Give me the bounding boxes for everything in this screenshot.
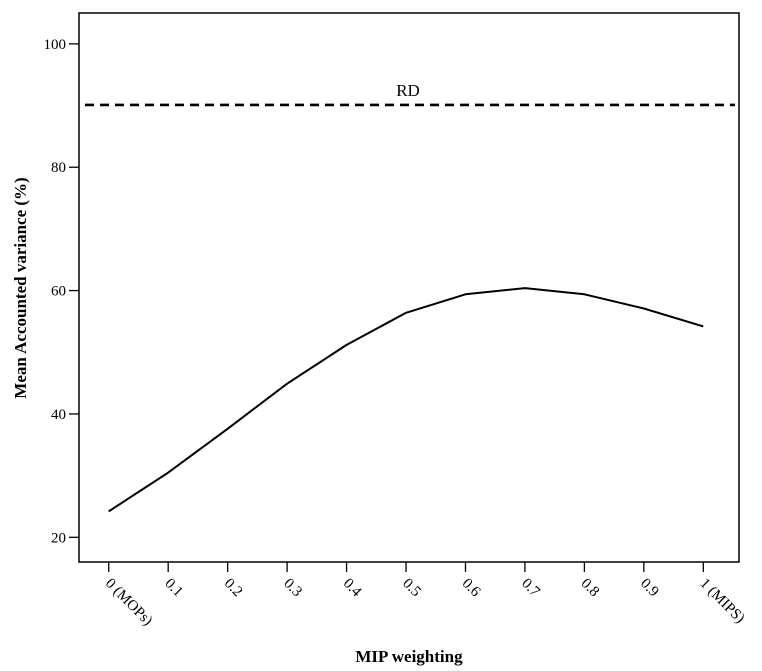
x-tick-label: 0.1 <box>161 576 186 601</box>
y-tick-label: 20 <box>51 530 66 546</box>
x-tick-label: 0.6 <box>459 576 484 601</box>
reference-lines: RD <box>85 81 735 107</box>
y-tick-label: 60 <box>51 284 66 300</box>
plot-area-frame <box>78 12 740 563</box>
y-axis-ticks: 20 40 60 80 100 <box>44 37 79 546</box>
y-tick-label: 100 <box>44 37 67 53</box>
x-tick-label: 0.9 <box>637 576 662 601</box>
y-axis-title: Mean Accounted variance (%) <box>11 177 30 398</box>
y-tick-label: 40 <box>51 407 66 423</box>
series-line <box>108 287 704 513</box>
x-tick-label: 0.3 <box>280 576 305 601</box>
reference-line-label: RD <box>396 81 420 100</box>
x-tick-label: 0 (MOPs) <box>102 576 155 629</box>
x-tick-label: 0.8 <box>578 576 603 601</box>
y-tick-label: 80 <box>51 160 66 176</box>
x-tick-label: 0.7 <box>518 576 543 601</box>
x-axis-title: MIP weighting <box>355 647 463 666</box>
series-layer <box>108 287 704 513</box>
x-axis-ticks: 0 (MOPs) 0.1 0.2 0.3 0.4 0.5 0.6 0.7 0.8 0.9 1 (MI… <box>102 562 748 629</box>
x-tick-label: 0.2 <box>221 576 246 601</box>
x-tick-label: 1 (MIPS) <box>696 576 747 627</box>
x-tick-label: 0.4 <box>340 576 365 601</box>
x-tick-label: 0.5 <box>399 576 424 601</box>
